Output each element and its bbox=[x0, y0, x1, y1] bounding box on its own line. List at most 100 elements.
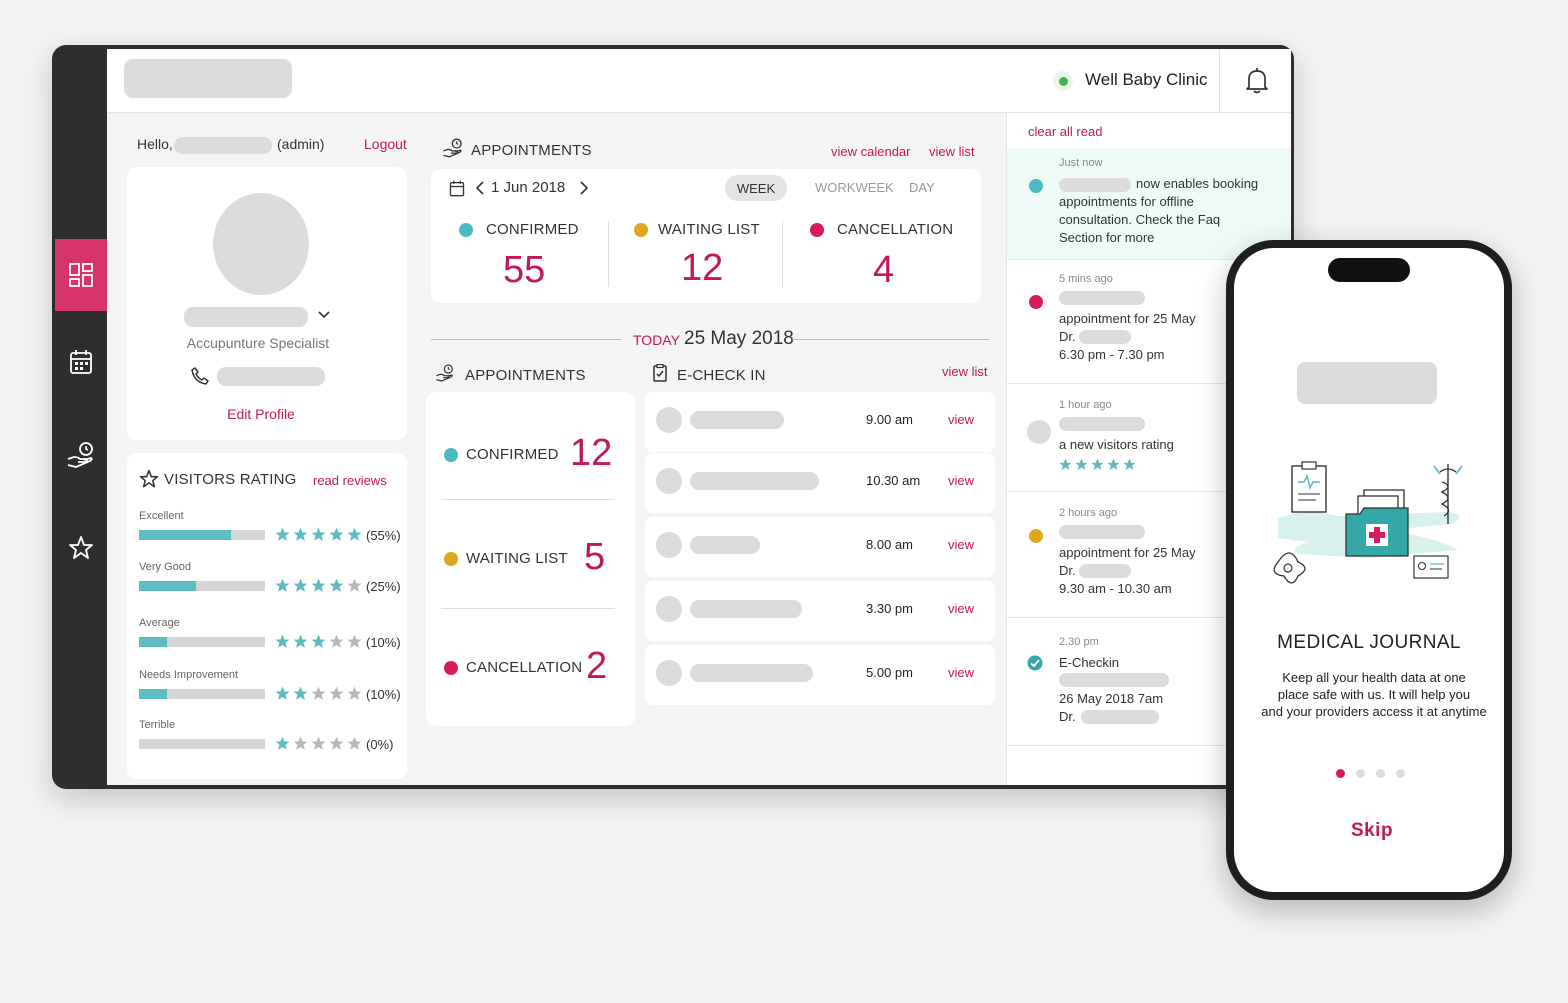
edit-profile-link[interactable]: Edit Profile bbox=[227, 406, 295, 422]
sidebar bbox=[55, 49, 107, 785]
divider bbox=[441, 499, 615, 500]
waiting-label: WAITING LIST bbox=[658, 221, 760, 238]
check-circle-icon bbox=[1027, 655, 1043, 671]
rating-bar bbox=[139, 689, 265, 699]
echeckin-row[interactable]: 5.00 pm view bbox=[645, 645, 995, 705]
logo-placeholder bbox=[124, 59, 292, 98]
page-dot[interactable] bbox=[1396, 769, 1405, 778]
star-filled-icon bbox=[347, 527, 362, 541]
chevron-left-icon bbox=[475, 181, 484, 195]
profile-dropdown-button[interactable] bbox=[317, 310, 331, 320]
star-empty-icon bbox=[311, 686, 326, 700]
echeckin-title: E-CHECK IN bbox=[677, 367, 766, 384]
sidebar-item-ratings[interactable] bbox=[55, 512, 107, 584]
star-filled-icon bbox=[329, 578, 344, 592]
star-filled-icon bbox=[311, 578, 326, 592]
doctor-name-placeholder bbox=[1081, 710, 1159, 724]
checkin-time: 5.00 pm bbox=[866, 665, 913, 680]
phone-logo-placeholder bbox=[1297, 362, 1437, 404]
patient-name-placeholder bbox=[690, 600, 802, 618]
star-filled-icon bbox=[275, 634, 290, 648]
view-workweek-tab[interactable]: WORKWEEK bbox=[815, 180, 894, 195]
echeckin-row[interactable]: 10.30 am view bbox=[645, 453, 995, 513]
star-filled-icon bbox=[1107, 458, 1120, 470]
phone-body-line: Keep all your health data at one bbox=[1282, 670, 1466, 685]
sidebar-item-appointments[interactable] bbox=[55, 419, 107, 491]
read-reviews-link[interactable]: read reviews bbox=[313, 473, 387, 488]
notification-text: appointment for 25 May bbox=[1059, 545, 1196, 560]
view-checkin-link[interactable]: view bbox=[948, 665, 975, 680]
prev-date-button[interactable] bbox=[475, 180, 485, 196]
echeckin-row[interactable]: 9.00 am view bbox=[645, 392, 995, 452]
phone-title: MEDICAL JOURNAL bbox=[1277, 632, 1461, 653]
checkin-time: 3.30 pm bbox=[866, 601, 913, 616]
rating-percent: (10%) bbox=[366, 635, 401, 650]
clear-all-read-link[interactable]: clear all read bbox=[1028, 124, 1103, 139]
star-filled-icon bbox=[275, 578, 290, 592]
view-week-tab[interactable]: WEEK bbox=[725, 175, 787, 201]
notifications-button[interactable] bbox=[1244, 67, 1270, 95]
patient-avatar bbox=[656, 660, 682, 686]
avatar[interactable] bbox=[213, 193, 309, 295]
today-confirmed-label: CONFIRMED bbox=[466, 446, 559, 463]
star-outline-icon bbox=[139, 469, 159, 488]
echeckin-row[interactable]: 3.30 pm view bbox=[645, 581, 995, 641]
rating-percent: (0%) bbox=[366, 737, 394, 752]
echeckin-view-list-link[interactable]: view list bbox=[942, 364, 988, 379]
skip-button[interactable]: Skip bbox=[1350, 820, 1394, 841]
bell-icon bbox=[1246, 68, 1268, 94]
notification-dot bbox=[1029, 295, 1043, 309]
echeckin-icon-wrap bbox=[653, 364, 667, 382]
view-checkin-link[interactable]: view bbox=[948, 601, 975, 616]
cancellation-dot bbox=[810, 223, 824, 237]
checkin-time: 10.30 am bbox=[866, 473, 921, 488]
star-filled-icon bbox=[329, 527, 344, 541]
echeckin-row[interactable]: 8.00 am view bbox=[645, 517, 995, 577]
rating-label: Needs Improvement bbox=[139, 669, 239, 681]
clipboard-check-icon bbox=[653, 364, 667, 382]
today-cancellation-label: CANCELLATION bbox=[466, 659, 583, 676]
rating-label: Very Good bbox=[139, 561, 191, 573]
view-checkin-link[interactable]: view bbox=[948, 473, 975, 488]
view-day-tab[interactable]: DAY bbox=[909, 180, 935, 195]
rating-stars bbox=[275, 578, 365, 593]
name-placeholder bbox=[184, 307, 308, 327]
patient-avatar bbox=[656, 532, 682, 558]
star-filled-icon bbox=[275, 736, 290, 750]
view-checkin-link[interactable]: view bbox=[948, 412, 975, 427]
view-checkin-link[interactable]: view bbox=[948, 537, 975, 552]
sidebar-item-calendar[interactable] bbox=[55, 326, 107, 398]
appointments-title: APPOINTMENTS bbox=[471, 142, 592, 159]
rating-percent: (10%) bbox=[366, 687, 401, 702]
star-empty-icon bbox=[347, 634, 362, 648]
page-dot[interactable] bbox=[1356, 769, 1365, 778]
visitors-rating-card: VISITORS RATING read reviews Excellent (… bbox=[127, 453, 407, 779]
divider bbox=[608, 221, 609, 287]
star-filled-icon bbox=[275, 527, 290, 541]
sidebar-item-dashboard[interactable] bbox=[55, 239, 107, 311]
next-date-button[interactable] bbox=[579, 180, 589, 196]
today-cancellation-count: 2 bbox=[586, 645, 608, 687]
top-bar: Well Baby Clinic bbox=[107, 49, 1291, 113]
star-icon bbox=[69, 536, 93, 559]
page-dot[interactable] bbox=[1376, 769, 1385, 778]
phone-body-line: place safe with us. It will help you bbox=[1277, 687, 1471, 702]
sender-placeholder bbox=[1059, 417, 1145, 431]
page-dot-active[interactable] bbox=[1336, 769, 1345, 778]
logout-link[interactable]: Logout bbox=[364, 136, 407, 152]
notification-text: Dr. bbox=[1059, 563, 1076, 578]
star-filled-icon bbox=[1091, 458, 1104, 470]
rating-bar-fill bbox=[139, 689, 167, 699]
phone-number-placeholder bbox=[217, 367, 325, 386]
today-appointments-title: APPOINTMENTS bbox=[465, 367, 586, 384]
patient-avatar bbox=[656, 596, 682, 622]
waiting-dot bbox=[444, 552, 458, 566]
visitors-rating-title: VISITORS RATING bbox=[164, 471, 297, 488]
rating-bar bbox=[139, 739, 265, 749]
clinic-name[interactable]: Well Baby Clinic bbox=[1085, 70, 1208, 89]
view-calendar-link[interactable]: view calendar bbox=[831, 144, 911, 159]
star-empty-icon bbox=[347, 736, 362, 750]
today-waiting-count: 5 bbox=[584, 536, 606, 578]
specialty: Accupunture Specialist bbox=[186, 335, 330, 351]
view-list-link[interactable]: view list bbox=[929, 144, 975, 159]
